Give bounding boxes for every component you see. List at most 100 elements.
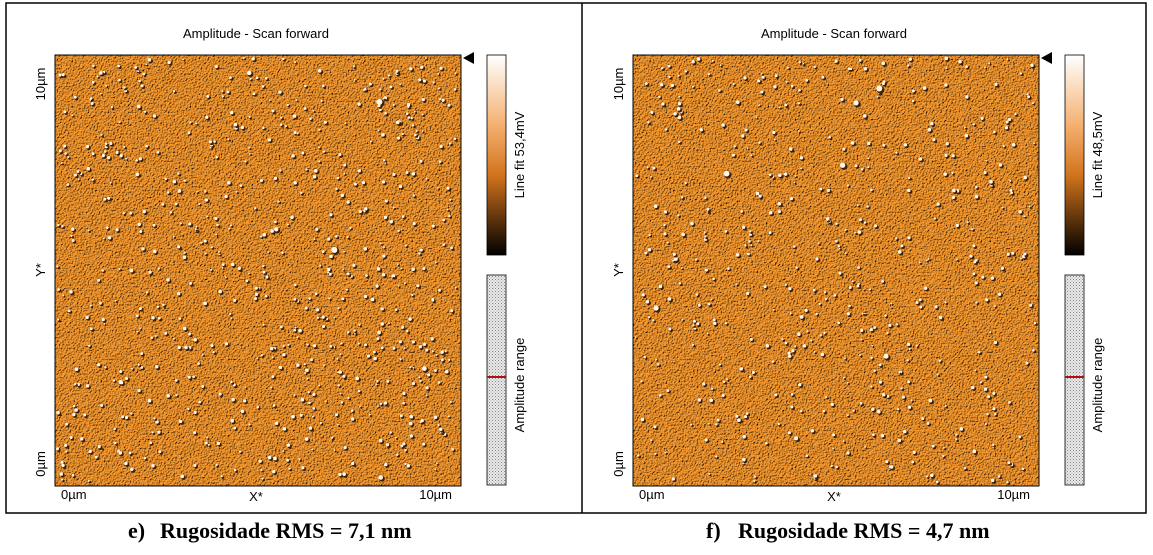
particle-highlight xyxy=(293,394,296,397)
particle-highlight xyxy=(777,201,782,206)
particle-highlight xyxy=(894,237,898,240)
particle-highlight xyxy=(833,294,837,297)
particle-shadow xyxy=(990,332,993,335)
particle-highlight xyxy=(89,97,93,100)
particle-shadow xyxy=(250,154,253,157)
particle-highlight xyxy=(972,123,975,126)
particle-highlight xyxy=(838,271,842,275)
particle-highlight xyxy=(228,227,231,230)
particle-highlight xyxy=(182,255,187,260)
particle-highlight xyxy=(192,375,196,378)
particle-shadow xyxy=(844,377,847,381)
particle-highlight xyxy=(691,59,695,64)
particle-highlight xyxy=(406,464,411,468)
particle-highlight xyxy=(791,349,795,353)
particle-highlight xyxy=(876,85,883,92)
particle-highlight xyxy=(61,463,65,468)
particle-highlight xyxy=(262,323,265,326)
particle-shadow xyxy=(868,167,871,170)
particle-highlight xyxy=(955,433,958,436)
particle-shadow xyxy=(863,313,866,316)
particle-highlight xyxy=(207,443,210,446)
particle-highlight xyxy=(735,414,739,418)
particle-highlight xyxy=(860,227,863,229)
particle-highlight xyxy=(161,203,165,206)
particle-highlight xyxy=(959,427,964,431)
particle-highlight xyxy=(964,134,969,138)
particle-highlight xyxy=(992,443,995,447)
particle-highlight xyxy=(96,75,99,78)
particle-highlight xyxy=(101,269,105,272)
particle-highlight xyxy=(885,460,889,464)
particle-highlight xyxy=(716,418,720,422)
particle-highlight xyxy=(823,331,826,335)
particle-highlight xyxy=(344,122,347,125)
particle-highlight xyxy=(713,321,717,326)
particle-highlight xyxy=(859,218,862,222)
particle-highlight xyxy=(411,293,414,297)
particle-highlight xyxy=(794,345,797,348)
particle-shadow xyxy=(257,358,260,361)
particle-highlight xyxy=(986,413,989,416)
particle-highlight xyxy=(341,297,345,301)
particle-shadow xyxy=(891,303,894,306)
particle-highlight xyxy=(955,438,958,441)
particle-highlight xyxy=(272,404,276,407)
particle-highlight xyxy=(229,76,232,79)
particle-highlight xyxy=(974,369,977,372)
particle-highlight xyxy=(433,415,438,420)
particle-highlight xyxy=(706,208,710,211)
particle-highlight xyxy=(715,455,718,458)
particle-highlight xyxy=(63,144,67,148)
particle-highlight xyxy=(697,303,701,307)
particle-shadow xyxy=(635,337,639,340)
particle-highlight xyxy=(998,163,1003,167)
particle-highlight xyxy=(270,229,274,233)
particle-highlight xyxy=(409,67,413,71)
particle-highlight xyxy=(292,114,297,118)
particle-highlight xyxy=(652,166,656,170)
particle-highlight xyxy=(271,109,275,113)
particle-highlight xyxy=(409,366,412,369)
particle-highlight xyxy=(438,288,441,292)
particle-highlight xyxy=(321,315,325,319)
particle-shadow xyxy=(396,437,399,441)
particle-highlight xyxy=(751,371,755,375)
particle-highlight xyxy=(337,307,340,310)
particle-highlight xyxy=(312,344,317,348)
afm-panel: Amplitude - Scan forward Line fit 48,5mV A… xyxy=(611,26,1105,543)
particle-shadow xyxy=(839,248,842,251)
particle-highlight xyxy=(230,262,235,267)
particle-highlight xyxy=(664,451,667,454)
particle-highlight xyxy=(134,66,138,69)
particle-highlight xyxy=(857,230,862,234)
particle-highlight xyxy=(848,304,851,308)
particle-highlight xyxy=(871,407,875,411)
particle-highlight xyxy=(382,97,385,100)
particle-highlight xyxy=(747,252,750,256)
particle-highlight xyxy=(867,141,871,146)
particle-shadow xyxy=(207,216,210,219)
particle-highlight xyxy=(311,448,314,451)
particle-highlight xyxy=(844,357,846,360)
particle-highlight xyxy=(434,369,437,372)
particle-highlight xyxy=(206,94,210,98)
particle-highlight xyxy=(73,95,77,99)
particle-highlight xyxy=(790,393,794,396)
particle-highlight xyxy=(392,206,395,209)
particle-highlight xyxy=(378,475,383,480)
particle-shadow xyxy=(909,348,913,352)
particle-highlight xyxy=(935,480,939,484)
particle-highlight xyxy=(772,309,775,311)
particle-shadow xyxy=(210,147,214,151)
particle-highlight xyxy=(787,351,791,355)
particle-highlight xyxy=(668,75,671,79)
particle-highlight xyxy=(164,177,167,181)
particle-highlight xyxy=(437,381,441,384)
particle-highlight xyxy=(342,472,346,477)
particle-highlight xyxy=(412,222,416,226)
particle-highlight xyxy=(745,412,749,415)
particle-highlight xyxy=(413,110,416,113)
particle-highlight xyxy=(793,181,796,184)
particle-highlight xyxy=(271,356,274,359)
